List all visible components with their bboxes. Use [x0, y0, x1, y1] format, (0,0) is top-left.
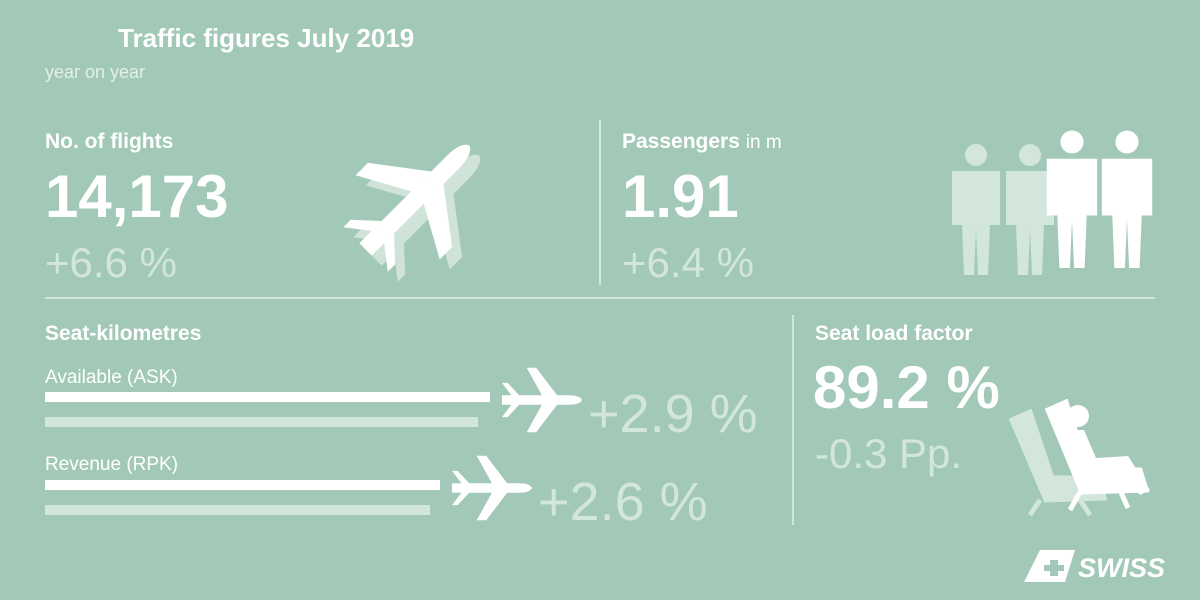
plane-icon: [323, 103, 522, 302]
subtitle: year on year: [45, 62, 145, 82]
load-factor-value: 89.2 %: [813, 354, 1000, 421]
ask-label: Available (ASK): [45, 367, 178, 388]
flights-label: No. of flights: [45, 130, 173, 153]
people-icon: [952, 130, 1153, 275]
rpk-change: +2.6 %: [538, 472, 708, 532]
ask-bar-prev: [45, 417, 478, 427]
load-factor-change: -0.3 Pp.: [815, 430, 962, 477]
logo-text: SWISS: [1078, 553, 1165, 583]
title: Traffic figures July 2019: [118, 23, 414, 53]
flights-value: 14,173: [45, 163, 229, 230]
ask-change: +2.9 %: [588, 384, 758, 444]
flights-change: +6.6 %: [45, 239, 177, 286]
plane-icon: [502, 367, 582, 433]
plane-icon: [452, 455, 532, 521]
rpk-label: Revenue (RPK): [45, 454, 178, 475]
rpk-bar: [45, 480, 440, 490]
seat-km-label: Seat-kilometres: [45, 322, 201, 345]
ask-bar: [45, 392, 490, 402]
seat-icon: [1008, 398, 1150, 517]
rpk-bar-prev: [45, 505, 430, 515]
passengers-label: Passengers in m: [622, 130, 782, 153]
passengers-change: +6.4 %: [622, 239, 754, 286]
load-factor-label: Seat load factor: [815, 322, 973, 345]
passengers-value: 1.91: [622, 163, 739, 230]
logo: SWISS: [1024, 550, 1165, 583]
